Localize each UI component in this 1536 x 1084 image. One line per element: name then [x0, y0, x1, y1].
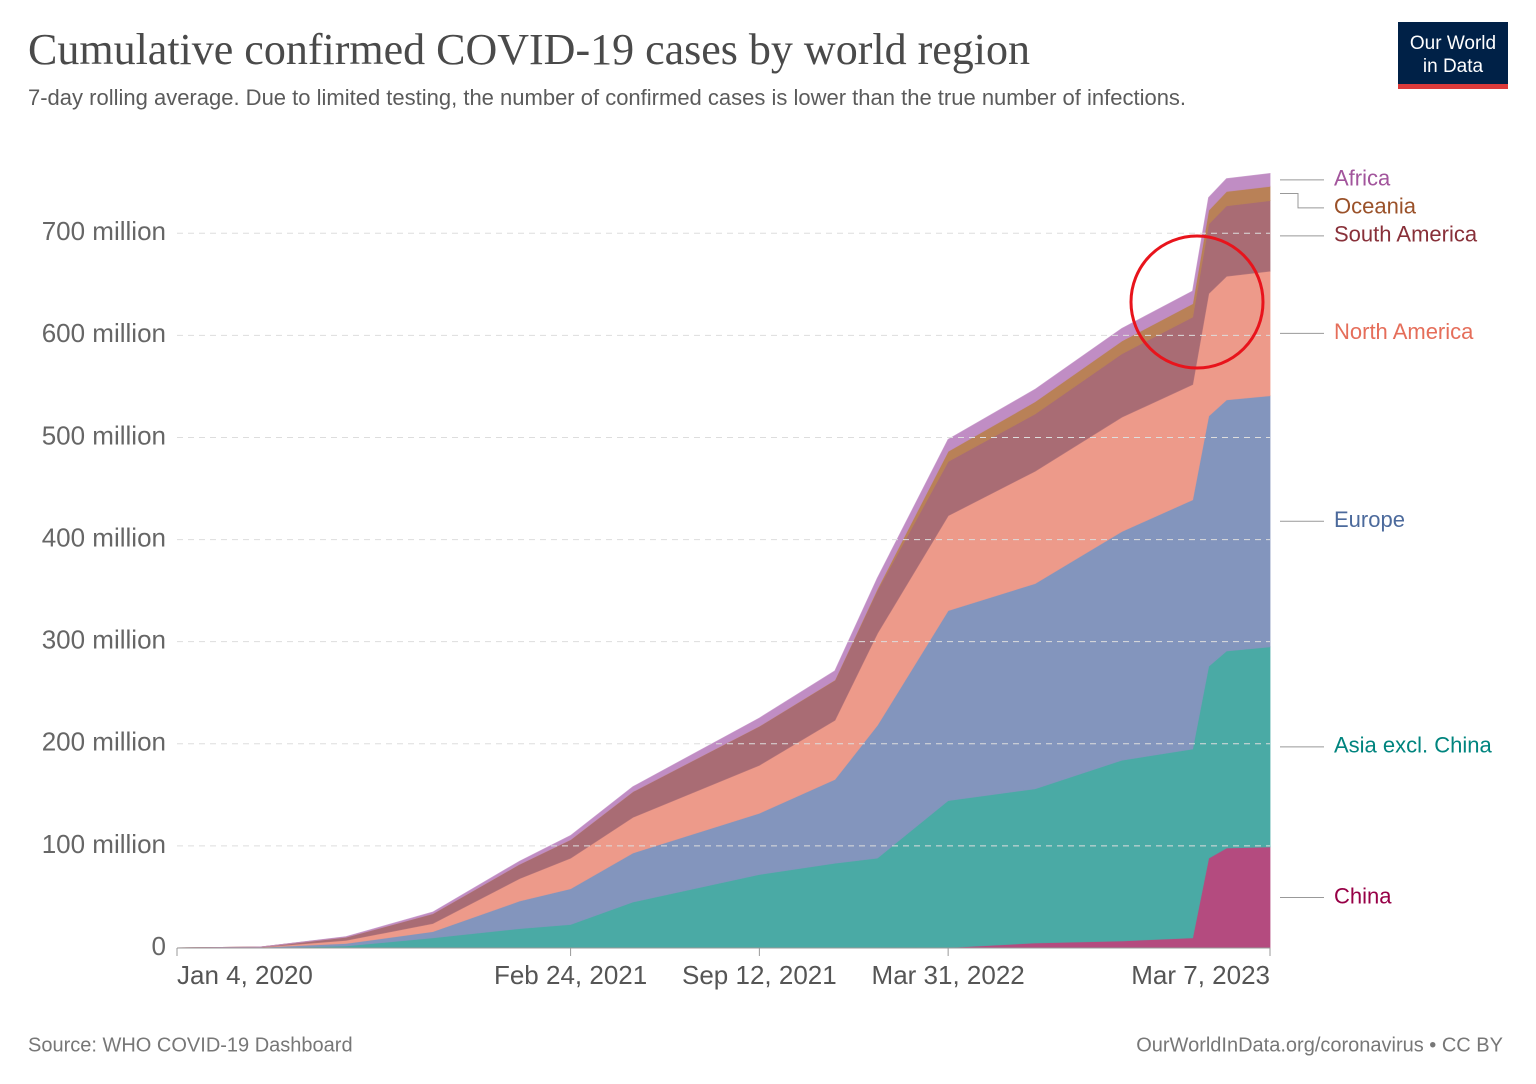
- y-tick-label: 400 million: [42, 522, 166, 552]
- leader-line: [1280, 192, 1324, 209]
- chart-subtitle: 7-day rolling average. Due to limited te…: [28, 85, 1187, 110]
- y-tick-label: 700 million: [42, 216, 166, 246]
- y-tick-label: 200 million: [42, 727, 166, 757]
- chart-title: Cumulative confirmed COVID-19 cases by w…: [28, 25, 1030, 74]
- legend-label: North America: [1334, 319, 1474, 344]
- legend-label: South America: [1334, 222, 1478, 247]
- y-tick-label: 500 million: [42, 420, 166, 450]
- logo-box: [1398, 22, 1508, 84]
- plot: [176, 172, 1271, 949]
- x-tick-label: Jan 4, 2020: [177, 960, 313, 990]
- y-tick-label: 600 million: [42, 318, 166, 348]
- x-tick-label: Mar 31, 2022: [872, 960, 1025, 990]
- legend-label: Asia excl. China: [1334, 733, 1493, 758]
- y-tick-label: 0: [152, 931, 166, 961]
- y-tick-label: 100 million: [42, 829, 166, 859]
- area: [176, 172, 1271, 949]
- credit: OurWorldInData.org/coronavirus • CC BY: [1136, 1034, 1503, 1056]
- legend-label: China: [1334, 883, 1392, 908]
- legend-label: Africa: [1334, 166, 1391, 191]
- logo-text: Our World: [1410, 33, 1496, 54]
- legend-label: Europe: [1334, 507, 1405, 532]
- x-tick-label: Sep 12, 2021: [682, 960, 837, 990]
- legend-label: Oceania: [1334, 194, 1417, 219]
- x-tick-label: Feb 24, 2021: [494, 960, 647, 990]
- y-tick-label: 300 million: [42, 625, 166, 655]
- source: Source: WHO COVID-19 Dashboard: [28, 1034, 353, 1056]
- highlight-circle: [1129, 234, 1265, 370]
- logo-bar: [1398, 84, 1508, 89]
- x-tick-label: Mar 7, 2023: [1131, 960, 1270, 990]
- logo-text: in Data: [1423, 56, 1484, 77]
